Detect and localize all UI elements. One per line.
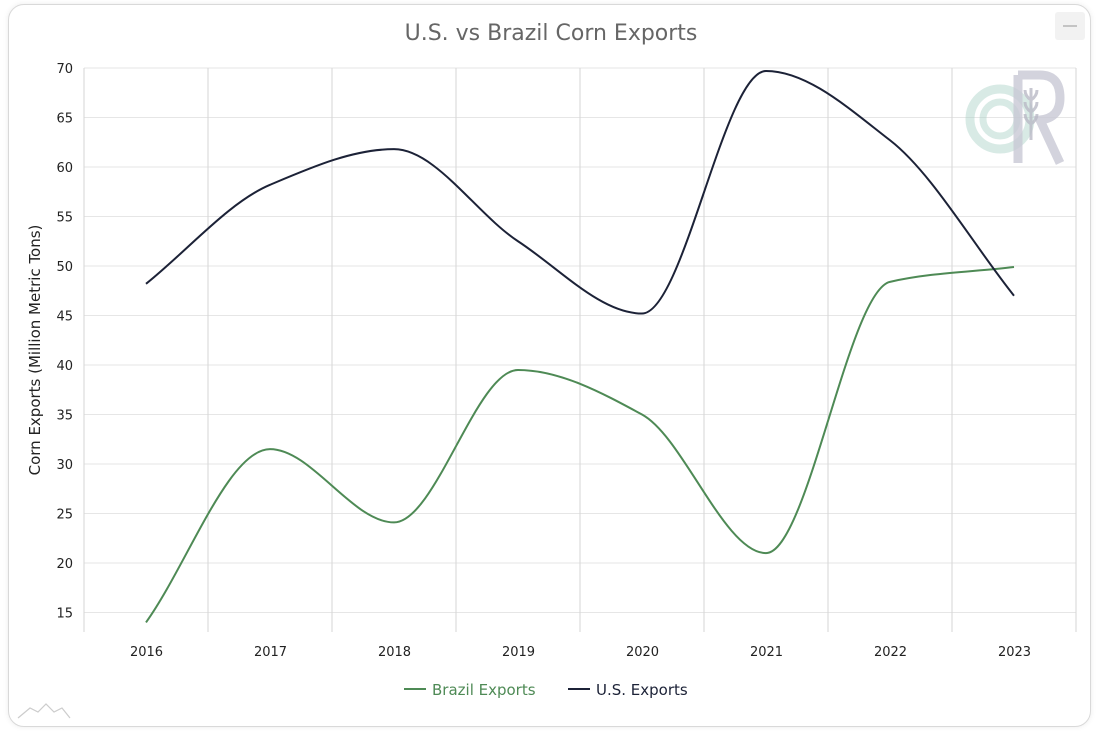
legend: Brazil Exports U.S. Exports <box>404 681 688 699</box>
legend-item-brazil-exports[interactable]: Brazil Exports <box>404 681 536 699</box>
series-line-brazil-exports <box>145 265 1015 623</box>
logo-ring-inner <box>979 98 1021 140</box>
chart-menu-button[interactable] <box>1055 12 1085 40</box>
logo-watermark <box>965 70 1065 165</box>
y-tick-label: 40 <box>56 359 73 374</box>
y-tick-label: 55 <box>56 211 73 226</box>
x-tick-label: 2016 <box>130 645 163 660</box>
grid <box>83 67 1077 632</box>
legend-item-u-s-exports[interactable]: U.S. Exports <box>568 681 688 699</box>
y-tick-label: 25 <box>56 508 73 523</box>
x-tick-label: 2022 <box>874 645 907 660</box>
y-tick-label: 60 <box>56 161 73 176</box>
series-line-u-s-exports <box>145 69 1015 315</box>
y-tick-label: 30 <box>56 458 73 473</box>
legend-label: U.S. Exports <box>596 681 688 699</box>
credit-mark-icon <box>17 703 71 719</box>
hamburger-menu-icon <box>1063 25 1077 27</box>
y-axis: 15 20 25 30 35 40 45 50 55 60 65 70 <box>56 62 73 622</box>
y-tick-label: 50 <box>56 260 73 275</box>
x-axis: 2016 2017 2018 2019 2020 2021 2022 2023 <box>130 645 1031 660</box>
y-tick-label: 45 <box>56 310 73 325</box>
logo-wheat-icon <box>1023 88 1039 140</box>
x-tick-label: 2023 <box>998 645 1031 660</box>
plot-lines <box>145 69 1015 623</box>
chart-title: U.S. vs Brazil Corn Exports <box>405 21 698 46</box>
y-tick-label: 15 <box>56 607 73 622</box>
y-tick-label: 70 <box>56 62 73 77</box>
x-tick-label: 2020 <box>626 645 659 660</box>
x-tick-label: 2019 <box>502 645 535 660</box>
y-axis-label: Corn Exports (Million Metric Tons) <box>26 225 44 476</box>
logo-r-letter <box>1013 70 1065 165</box>
legend-label: Brazil Exports <box>432 681 536 699</box>
x-tick-label: 2018 <box>378 645 411 660</box>
y-tick-label: 65 <box>56 112 73 127</box>
x-tick-label: 2017 <box>254 645 287 660</box>
y-tick-label: 35 <box>56 409 73 424</box>
y-tick-label: 20 <box>56 557 73 572</box>
x-tick-label: 2021 <box>750 645 783 660</box>
